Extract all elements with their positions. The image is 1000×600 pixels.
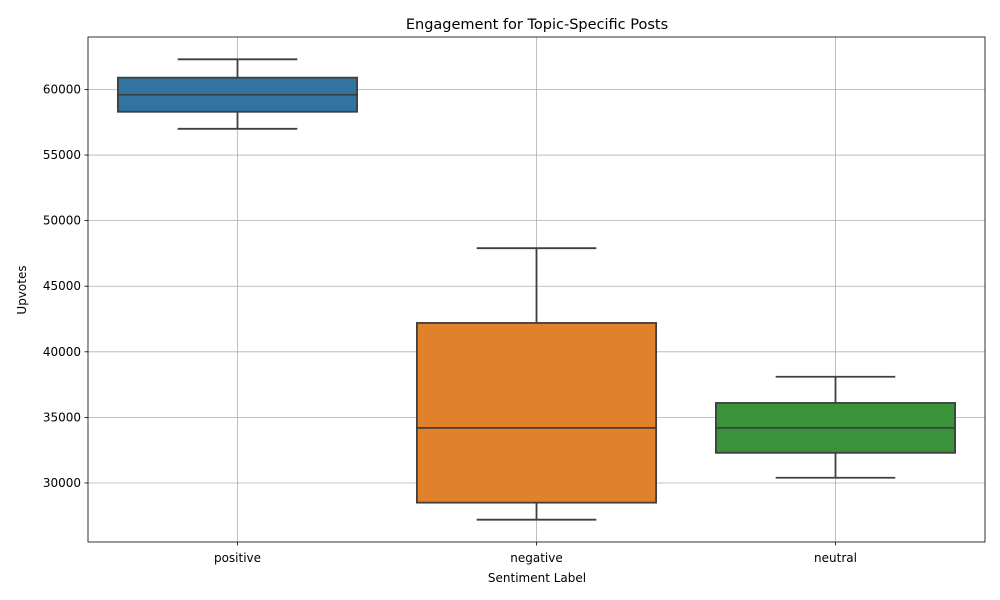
x-tick-label: negative — [510, 551, 562, 565]
x-tick-label: neutral — [814, 551, 857, 565]
box-neutral — [715, 375, 957, 479]
y-axis-ticks: 30000 35000 40000 45000 50000 55000 60000 — [43, 82, 88, 490]
box-positive — [117, 58, 358, 130]
box-series — [117, 58, 957, 521]
y-axis-label: Upvotes — [15, 265, 29, 314]
y-tick-label: 55000 — [43, 148, 81, 162]
y-tick-label: 30000 — [43, 476, 81, 490]
x-axis-label: Sentiment Label — [488, 571, 586, 585]
y-tick-label: 45000 — [43, 279, 81, 293]
y-tick-label: 60000 — [43, 82, 81, 96]
x-axis-ticks: positive negative neutral — [214, 542, 857, 565]
chart-title: Engagement for Topic-Specific Posts — [406, 17, 668, 33]
y-tick-label: 35000 — [43, 410, 81, 424]
iqr-box — [415, 322, 657, 504]
y-tick-label: 40000 — [43, 345, 81, 359]
box-negative — [415, 247, 657, 521]
x-tick-label: positive — [214, 551, 261, 565]
y-tick-label: 50000 — [43, 214, 81, 228]
